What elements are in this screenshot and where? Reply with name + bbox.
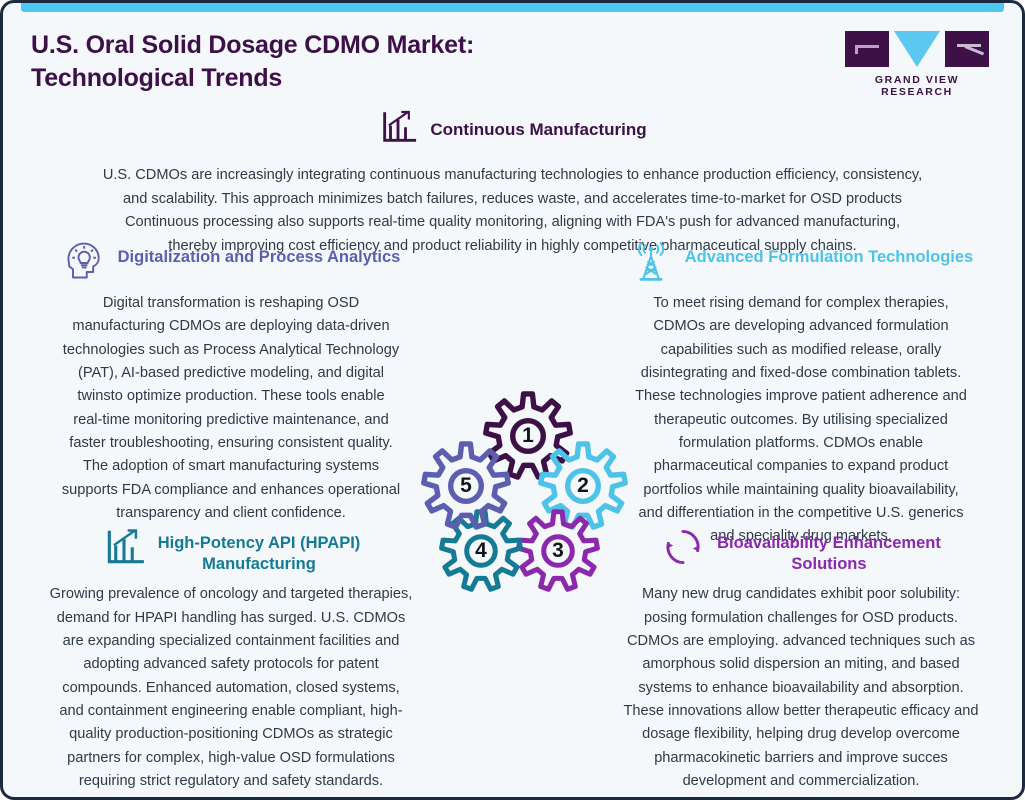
broadcast-tower-icon [629, 239, 673, 283]
panel-body-text: Growing prevalence of oncology and targe… [49, 586, 413, 789]
panel-bioavailability-enhancement-solutions: Bioavailability Enhancement Solutions Ma… [591, 525, 1011, 793]
logo-v-triangle-icon [894, 31, 940, 67]
bar-chart-growth-icon [102, 525, 146, 569]
banner-title: Continuous Manufacturing [430, 119, 647, 139]
panel-title: Digitalization and Process Analytics [117, 248, 401, 266]
panel-title: Advanced Formulation Technologies [684, 248, 974, 266]
logo-text: GRAND VIEW RESEARCH [874, 74, 960, 98]
top-accent-bar [21, 3, 1004, 12]
circular-arrows-icon [661, 525, 705, 569]
logo-marks [842, 31, 992, 67]
bar-chart-growth-icon [378, 107, 418, 152]
header: U.S. Oral Solid Dosage CDMO Market: Tech… [3, 21, 1022, 101]
panel-heading-row: Bioavailability Enhancement Solutions [591, 525, 1011, 574]
panel-heading-row: Digitalization and Process Analytics [21, 239, 441, 283]
panel-high-potency-api-manufacturing: High-Potency API (HPAPI) Manufacturing G… [21, 525, 441, 793]
panel-digitalization-and-process-analytics: Digitalization and Process Analytics Dig… [21, 239, 441, 525]
logo-g-block-icon [845, 31, 889, 67]
panel-body-text: Digital transformation is reshaping OSD … [61, 295, 401, 522]
banner-heading-row: Continuous Manufacturing [3, 107, 1022, 152]
brand-logo: GRAND VIEW RESEARCH [842, 31, 992, 98]
page-title: U.S. Oral Solid Dosage CDMO Market: Tech… [31, 31, 475, 93]
panel-advanced-formulation-technologies: Advanced Formulation Technologies To mee… [591, 239, 1011, 549]
panel-heading-row: High-Potency API (HPAPI) Manufacturing [21, 525, 441, 574]
gear-cluster: 1 2 3 4 [421, 391, 628, 596]
panel-heading-row: Advanced Formulation Technologies [591, 239, 1011, 283]
panel-body-text: Many new drug candidates exhibit poor so… [623, 586, 979, 789]
gear-5: 5 [421, 441, 511, 531]
panel-title: Bioavailability Enhancement Solutions [717, 534, 941, 573]
continuous-manufacturing-section: Continuous Manufacturing U.S. CDMOs are … [3, 107, 1022, 259]
panel-title: High-Potency API (HPAPI) Manufacturing [157, 534, 361, 573]
panel-body-text: To meet rising demand for complex therap… [635, 295, 967, 545]
logo-r-block-icon [945, 31, 989, 67]
gear-3: 3 [516, 509, 600, 593]
banner-body-text: U.S. CDMOs are increasingly integrating … [102, 167, 923, 254]
head-lightbulb-icon [62, 239, 106, 283]
